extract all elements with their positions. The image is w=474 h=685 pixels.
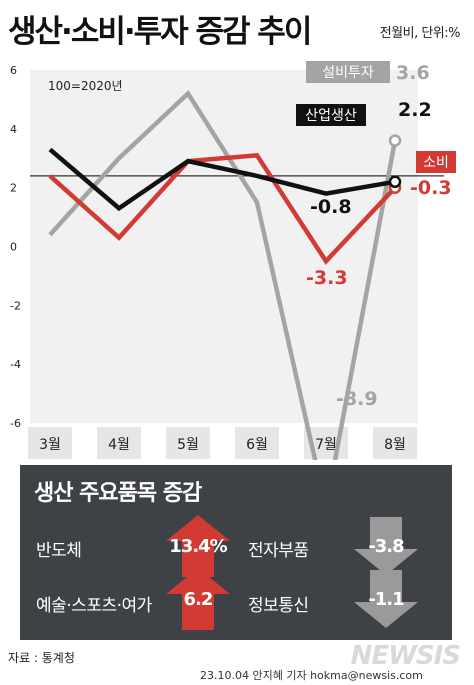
y-tick-label: 4 — [10, 123, 17, 136]
panel-title: 생산 주요품목 증감 — [34, 481, 202, 506]
x-tick-label: 5월 — [177, 437, 199, 453]
data-value-label: -3.3 — [306, 267, 348, 289]
x-tick-label: 3월 — [39, 437, 61, 453]
x-tick-label: 6월 — [246, 437, 268, 453]
y-tick-label: 0 — [10, 241, 17, 254]
series-line — [48, 147, 396, 212]
down-arrow-icon — [354, 570, 418, 628]
x-tick-label: 7월 — [315, 437, 337, 453]
series-end-label: 3.6 — [396, 62, 430, 84]
line-chart: 3월 4월 5월 6월 7월 8월 6 4 2 0 -2 -4 -6 100=2020년 설비투자 3.6 산업… — [10, 61, 456, 460]
y-tick-label: -4 — [10, 358, 21, 371]
y-tick-label: -6 — [10, 417, 21, 430]
item-label-arts-sports: 예술·스포츠·여가 — [36, 596, 152, 616]
series-end-label: -0.3 — [410, 177, 452, 199]
series-name-label: 설비투자 — [322, 65, 374, 81]
unit-note: 전월비, 단위:% — [379, 26, 461, 41]
end-point-marker — [388, 175, 402, 189]
item-value-ict: -1.1 — [368, 589, 404, 610]
y-tick-label: 6 — [10, 64, 17, 77]
series-name-label: 소비 — [423, 155, 449, 171]
page-title: 생산·소비·투자 증감 추이 — [8, 14, 312, 50]
x-tick-label: 4월 — [108, 437, 130, 453]
source-note: 자료 : 통계청 — [8, 651, 75, 665]
x-tick-band — [235, 427, 279, 459]
series-tag-bg — [306, 61, 390, 83]
item-label-electronic-parts: 전자부품 — [248, 541, 309, 561]
item-label-semiconductor: 반도체 — [36, 541, 82, 561]
x-tick-label: 8월 — [384, 437, 406, 453]
up-arrow-icon — [166, 568, 230, 630]
up-arrow-icon — [166, 515, 230, 577]
baseline-note: 100=2020년 — [48, 79, 123, 93]
down-arrow-icon — [354, 517, 418, 575]
x-tick-band — [28, 427, 72, 459]
end-point-marker — [388, 134, 402, 147]
series-end-label: 2.2 — [398, 99, 432, 121]
newsis-logo: NEWSIS — [350, 641, 461, 671]
data-value-label: -8.9 — [336, 388, 378, 410]
x-tick-band — [373, 427, 417, 459]
series-name-label: 산업생산 — [305, 108, 357, 124]
x-tick-band — [97, 427, 141, 459]
series-line — [48, 90, 398, 460]
credit-line: 23.10.04 안지혜 기자 hokma@newsis.com — [200, 669, 423, 682]
y-tick-label: -2 — [10, 299, 21, 312]
y-tick-label: 2 — [10, 182, 17, 195]
series-tag-bg — [296, 104, 366, 126]
data-value-label: -0.8 — [310, 196, 352, 218]
item-value-semiconductor: 13.4% — [169, 536, 227, 557]
item-value-electronic-parts: -3.8 — [368, 536, 404, 557]
series-line — [48, 152, 397, 265]
x-tick-band — [166, 427, 210, 459]
items-panel: 생산 주요품목 증감 반도체 13.4% 전자부품 -3.8 예술·스포츠·여가… — [20, 465, 452, 640]
item-value-arts-sports: 6.2 — [183, 589, 214, 610]
series-tag-bg — [416, 151, 456, 173]
item-label-ict: 정보통신 — [248, 596, 309, 616]
